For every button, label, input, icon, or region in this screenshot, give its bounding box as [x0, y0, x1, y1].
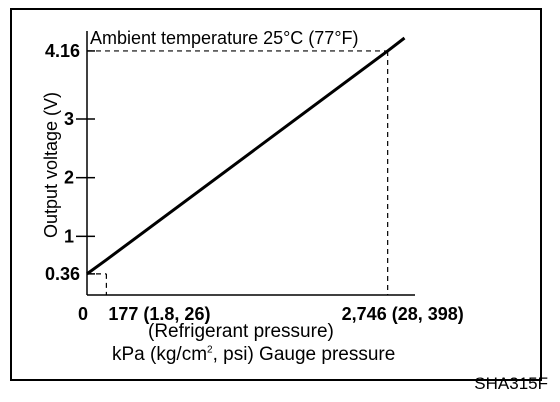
y-tick-label: 3 — [64, 109, 74, 129]
x-axis-unit-sup: 2 — [207, 344, 213, 356]
y-tick-label: 2 — [64, 168, 74, 188]
y-tick-label: 0.36 — [45, 264, 80, 284]
x-tick-label: 2,746 (28, 398) — [342, 304, 464, 324]
chart-title: Ambient temperature 25°C (77°F) — [90, 28, 359, 48]
x-axis-label: (Refrigerant pressure) — [148, 321, 334, 342]
x-axis-unit-label: kPa (kg/cm2, psi) Gauge pressure — [112, 344, 395, 366]
y-axis-label: Output voltage (V) — [41, 92, 61, 238]
x-axis-unit-post: , psi) Gauge pressure — [212, 344, 396, 365]
x-axis-unit-pre: kPa (kg/cm — [112, 344, 208, 365]
figure-code: SHA315F — [474, 374, 548, 393]
y-tick-label: 4.16 — [45, 41, 80, 61]
series-line — [86, 36, 406, 276]
chart-frame — [10, 8, 542, 381]
x-tick-label: 177 (1.8, 26) — [108, 304, 210, 324]
y-tick-label: 1 — [64, 226, 74, 246]
x-tick-label: 0 — [78, 304, 88, 324]
